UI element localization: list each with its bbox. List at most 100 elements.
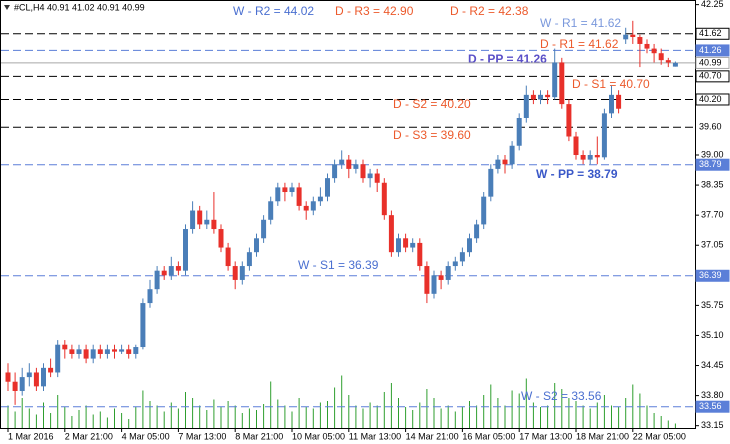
candle-body [41,367,46,387]
y-tick-label: 37.70 [701,210,724,220]
y-tick-label: 35.75 [701,300,724,310]
candle-body [211,219,217,230]
chart-title: #CL,H4 40.91 41.02 40.91 40.99 [14,2,145,12]
candle-body [516,117,522,146]
x-tick-label: 16 Mar 05:00 [462,431,515,441]
price-box [695,27,730,40]
candle-body [374,173,380,183]
x-tick-label: 4 Mar 05:00 [122,431,170,441]
candle-body [112,349,117,352]
candle-body [76,349,82,354]
candle-body [183,229,188,271]
candle-body [665,60,671,63]
x-tick-label: 11 Mar 13:00 [349,431,401,441]
candle-body [573,136,579,156]
collapse-icon[interactable] [4,5,10,10]
candle-body [332,164,338,179]
price-label: 38.79 [699,159,722,169]
x-tick-label: 10 Mar 05:00 [292,431,345,441]
candle-body [623,34,629,40]
x-tick-label: 14 Mar 21:00 [406,431,459,441]
y-tick-label: 38.35 [701,179,724,189]
candle-body [523,94,529,118]
candle-body [474,224,480,239]
price-label: 33.56 [699,401,722,411]
price-box [695,158,730,171]
level-label: D - R2 = 42.38 [450,4,529,18]
candle-body [530,94,536,100]
candle-body [559,62,565,105]
candle-body [317,196,323,202]
candle-body [644,43,650,49]
candle-body [154,270,160,290]
candle-body [616,94,622,109]
plot-frame [0,0,696,429]
price-label: 41.62 [699,28,722,38]
candle-body [495,159,501,169]
candle-body [424,266,430,294]
x-tick-label: 8 Mar 21:00 [235,431,283,441]
candle-body [630,34,636,38]
candle-body [346,159,352,169]
candle-body [431,275,437,294]
level-label: W - R2 = 44.02 [233,4,314,18]
level-label: W - R1 = 41.62 [540,16,621,30]
price-label: 36.39 [699,270,722,280]
candle-body [133,347,139,354]
candle-body [459,252,465,262]
y-tick-label: 35.10 [701,330,724,340]
x-tick-label: 22 Mar 05:00 [633,431,686,441]
candle-body [445,266,451,280]
candle-body [403,238,409,248]
candle-body [275,187,281,202]
candle-body [339,159,345,165]
level-label: D - S3 = 39.60 [393,128,471,142]
price-box [695,400,730,413]
y-tick-label: 39.00 [701,149,724,159]
candle-body [417,242,423,267]
level-label: W - S2 = 33.56 [521,389,602,403]
level-label: W - S1 = 36.39 [298,258,379,272]
level-label: D - R1 = 41.62 [540,37,619,51]
y-tick-label: 37.05 [701,240,724,250]
candle-body [225,247,231,267]
candle-body [580,155,586,160]
candle-body [26,372,32,378]
level-label: D - R3 = 42.90 [335,4,414,18]
candle-body [566,104,572,137]
candle-body [587,155,593,160]
candle-body [161,270,167,276]
level-label: W - PP = 38.79 [536,167,618,181]
y-tick-label: 34.45 [701,360,724,370]
candle-body [509,145,515,165]
candle-body [268,201,274,220]
x-tick-label: 7 Mar 13:00 [178,431,226,441]
candle-body [353,164,359,169]
candle-body [48,367,54,373]
candle-body [204,219,210,225]
candle-body [545,94,551,98]
candle-body [175,266,181,271]
candle-body [381,182,387,216]
price-label: 39.60 [699,122,722,132]
candle-body [658,53,664,61]
price-label: 40.20 [699,94,722,104]
price-label: 40.70 [699,71,722,81]
candle-body [388,215,394,253]
candle-body [69,349,75,354]
candle-body [97,349,103,354]
candle-body [538,94,543,100]
candle-body [651,48,657,54]
price-label: 40.99 [699,57,722,67]
candle-body [467,238,472,253]
candle-body [310,201,316,211]
candle-body [246,252,252,267]
y-tick-label: 33.15 [701,420,724,430]
candle-body [303,205,309,211]
candle-body [502,159,508,165]
candle-body [289,187,295,193]
y-tick-label: 42.25 [701,0,724,9]
candle-body [190,210,196,230]
price-box [695,44,730,57]
candle-body [296,187,302,206]
